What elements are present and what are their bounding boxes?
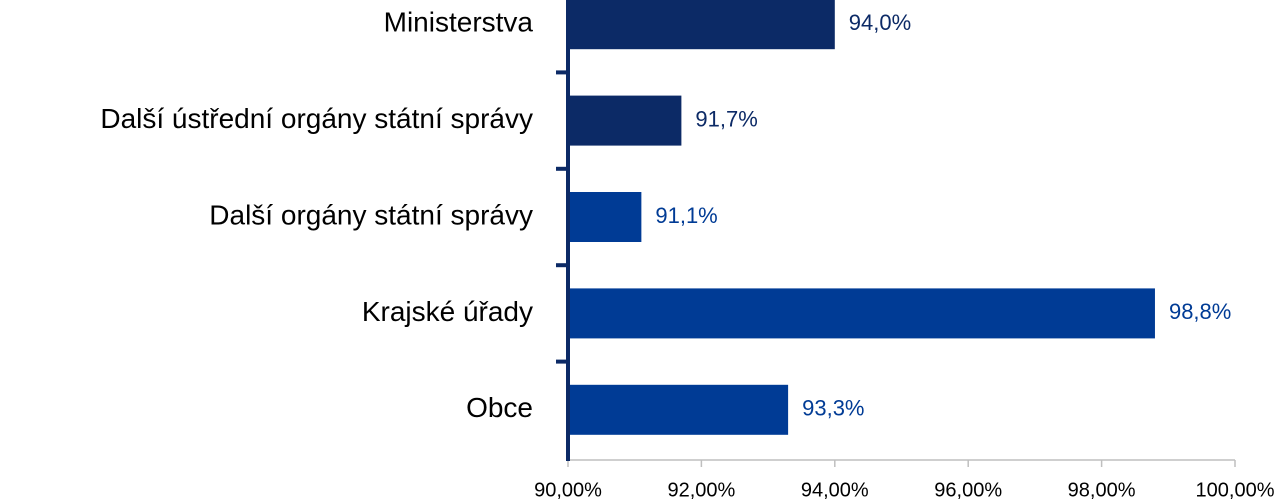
y-tick-label: Další ústřední orgány státní správy [100, 103, 533, 134]
y-tick-label: Obce [466, 392, 533, 423]
x-tick-label: 100,00% [1196, 479, 1275, 501]
x-tick-label: 96,00% [934, 479, 1002, 501]
value-label: 98,8% [1169, 299, 1231, 324]
x-tick-label: 90,00% [534, 479, 602, 501]
bar [568, 192, 642, 242]
y-tick-label: Ministerstva [384, 7, 534, 38]
bar [568, 288, 1155, 339]
value-label: 94,0% [849, 10, 911, 35]
x-tick-label: 98,00% [1068, 479, 1136, 501]
bar [568, 0, 835, 50]
x-tick-label: 92,00% [667, 479, 735, 501]
x-tick-label: 94,00% [801, 479, 869, 501]
value-label: 93,3% [802, 396, 864, 421]
bar [568, 95, 682, 146]
y-tick-label: Další orgány státní správy [209, 199, 533, 230]
y-tick-label: Krajské úřady [362, 296, 533, 327]
value-label: 91,7% [695, 106, 757, 131]
value-label: 91,1% [655, 203, 717, 228]
bar [568, 384, 789, 435]
